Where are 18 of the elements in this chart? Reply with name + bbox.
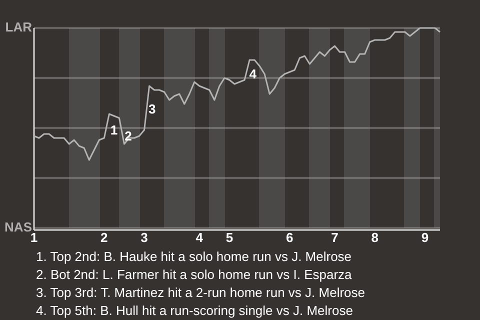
x-tick-label: 7 — [331, 230, 338, 245]
annotation: 4 — [249, 66, 258, 82]
x-tick-label: 2 — [100, 230, 108, 245]
annotation: 3 — [148, 101, 156, 116]
x-tick-label: 3 — [140, 230, 148, 245]
text: 2. Bot 2nd: L. Farmer hit a solo home run vs I. Esparza — [36, 267, 353, 282]
x-tick-label: 6 — [286, 230, 294, 245]
text: 3. Top 3rd: T. Martinez hit a 2-run home run vs J. Melrose — [36, 285, 365, 300]
text: 4. Top 5th: B. Hull hit a run-scoring single vs J. Melrose — [36, 303, 353, 318]
x-tick-label: 8 — [371, 230, 378, 245]
text: 1. Top 2nd: B. Hauke hit a solo home run vs J. Melrose — [36, 249, 352, 264]
annotation: 1 — [110, 122, 118, 138]
text: LAR — [5, 19, 33, 34]
x-tick-label: 5 — [226, 230, 234, 245]
x-tick-label: 9 — [421, 230, 429, 245]
x-tick-label: 4 — [196, 230, 204, 245]
x-tick-label: 1 — [30, 230, 38, 245]
text: NAS — [4, 219, 32, 234]
